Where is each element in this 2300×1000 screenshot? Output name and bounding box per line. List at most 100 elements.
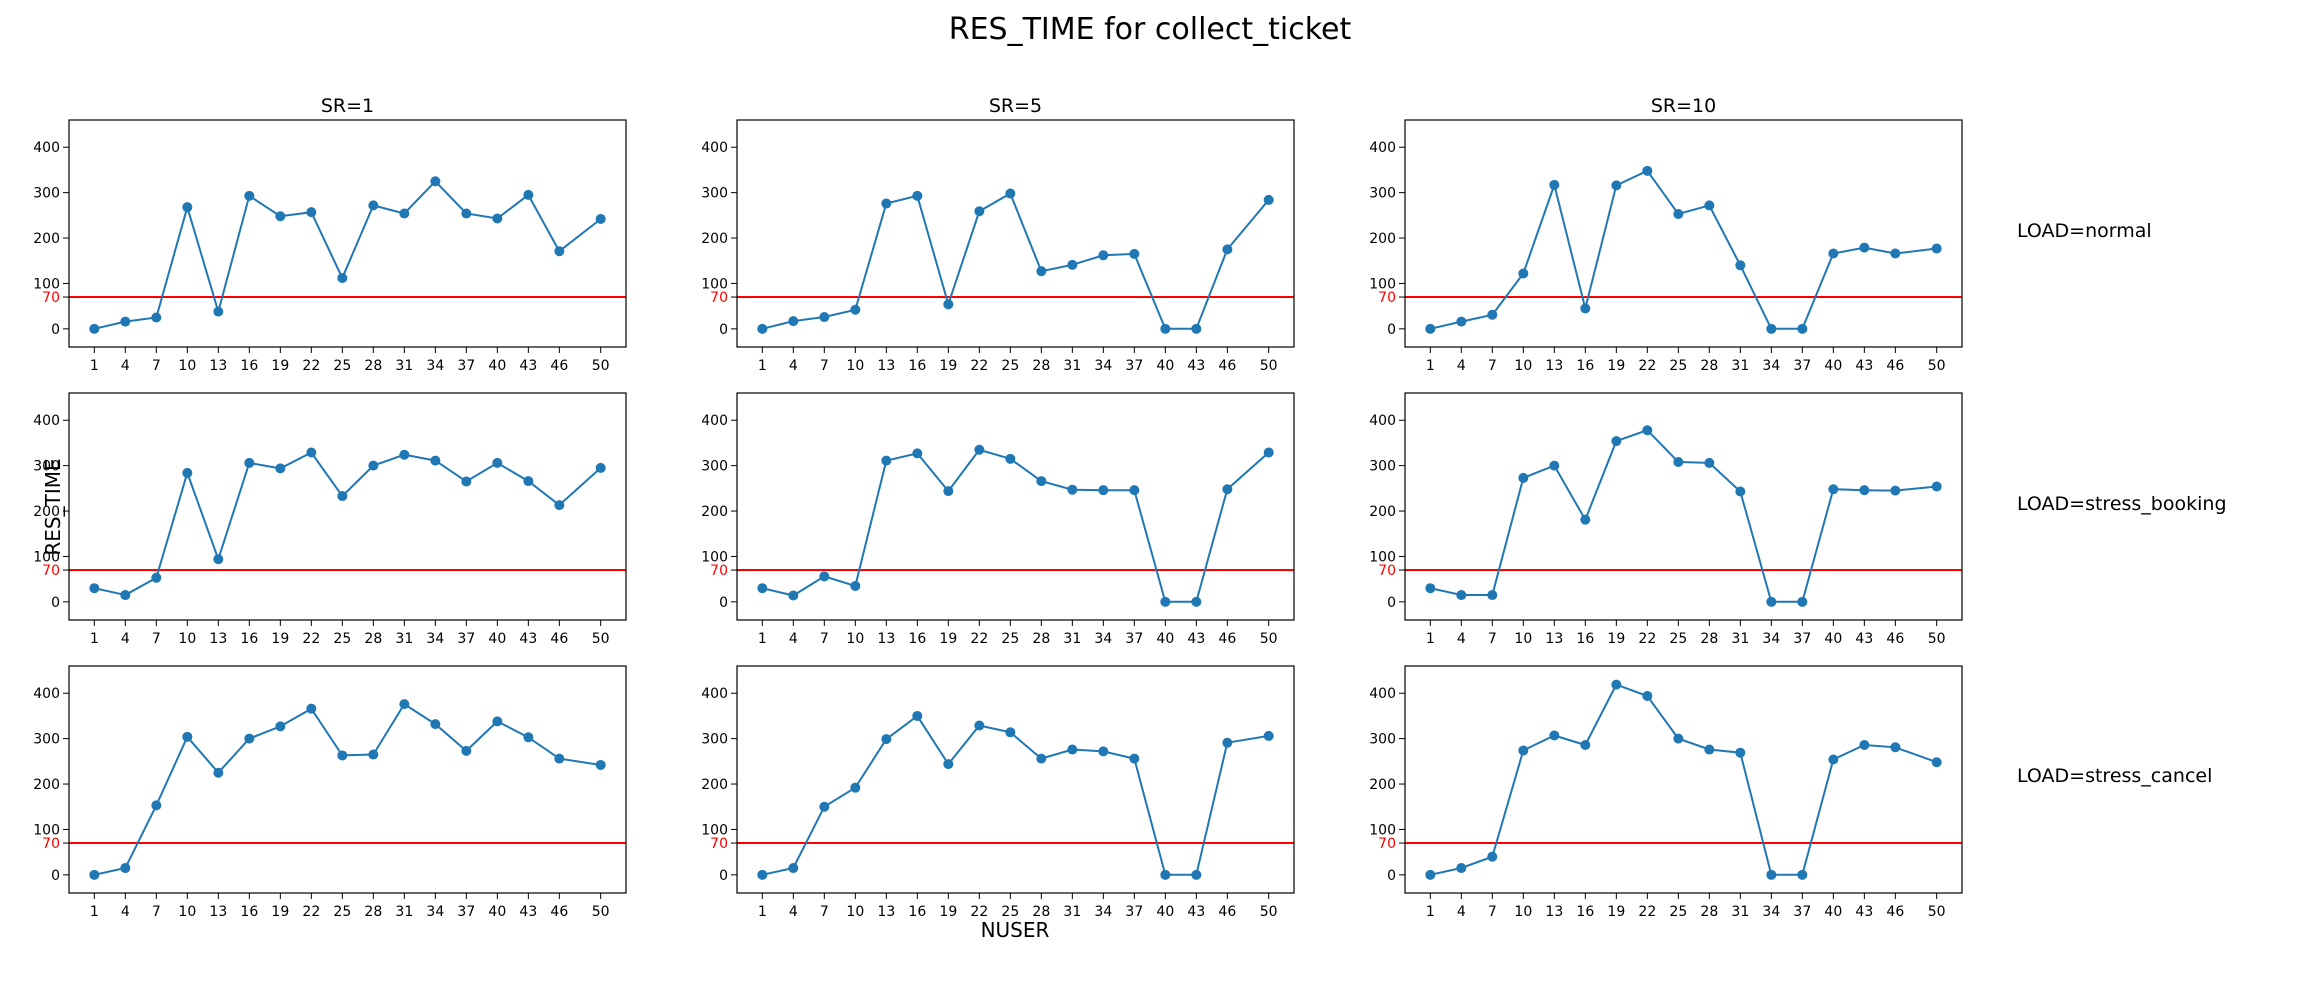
- x-tick-label: 46: [1886, 631, 1904, 647]
- x-tick-label: 50: [592, 358, 610, 374]
- data-point: [1222, 737, 1233, 748]
- y-tick-label: 0: [719, 322, 728, 338]
- data-point: [1642, 425, 1653, 436]
- data-point: [1222, 244, 1233, 255]
- row-label-stress-booking: LOAD=stress_booking: [2017, 493, 2227, 515]
- data-point: [1129, 753, 1140, 764]
- y-tick-label: 0: [51, 322, 60, 338]
- x-tick-label: 13: [877, 358, 895, 374]
- x-tick-label: 19: [1607, 904, 1625, 920]
- data-point: [1766, 596, 1777, 607]
- x-tick-label: 13: [877, 631, 895, 647]
- x-tick-label: 31: [1063, 904, 1081, 920]
- data-point: [275, 211, 286, 222]
- x-tick-label: 4: [789, 631, 798, 647]
- threshold-label: 70: [1378, 836, 1396, 852]
- data-point: [1067, 484, 1078, 495]
- data-point: [1859, 485, 1870, 496]
- x-tick-label: 46: [1886, 904, 1904, 920]
- series-line: [762, 448, 1270, 603]
- x-tick-label: 19: [939, 631, 957, 647]
- data-point: [1642, 165, 1653, 176]
- x-tick-label: 4: [121, 904, 130, 920]
- x-tick-label: 25: [1669, 358, 1687, 374]
- threshold-label: 70: [710, 290, 728, 306]
- x-tick-label: 4: [1457, 358, 1466, 374]
- x-tick-label: 7: [820, 904, 829, 920]
- x-tick-label: 1: [1426, 631, 1435, 647]
- panel-2-2: 0 100 200 300 400 70 1 4 7 10 13 16 19 22 25 28 31 34 37 40…: [701, 392, 1295, 647]
- data-point: [120, 316, 131, 327]
- data-point: [912, 448, 923, 459]
- figure-title: RES_TIME for collect_ticket: [948, 12, 1352, 47]
- x-tick-label: 22: [1638, 904, 1656, 920]
- x-tick-label: 16: [1576, 358, 1594, 374]
- x-tick-label: 43: [1187, 631, 1205, 647]
- x-tick-label: 1: [758, 631, 767, 647]
- y-tick-label: 300: [33, 732, 60, 748]
- x-tick-label: 43: [1855, 631, 1873, 647]
- x-tick-label: 10: [1514, 904, 1532, 920]
- x-tick-label: 7: [152, 631, 161, 647]
- x-tick-label: 43: [1187, 358, 1205, 374]
- data-point: [1487, 851, 1498, 862]
- data-point: [1890, 485, 1901, 496]
- x-tick-label: 31: [1731, 358, 1749, 374]
- x-tick-label: 19: [271, 358, 289, 374]
- data-point: [974, 444, 985, 455]
- x-tick-label: 34: [1762, 904, 1780, 920]
- y-tick-label: 400: [701, 686, 728, 702]
- data-point: [1005, 188, 1016, 199]
- data-point: [337, 272, 348, 283]
- y-tick-label: 200: [33, 231, 60, 247]
- threshold-label: 70: [42, 290, 60, 306]
- panel-2-1: 0 100 200 300 400 70 1 4 7 10 13 16 19 22 25 28 31 34 37 40…: [33, 392, 627, 647]
- data-point: [306, 207, 317, 218]
- data-point: [1191, 869, 1202, 880]
- threshold-label: 70: [1378, 290, 1396, 306]
- data-point: [1580, 514, 1591, 525]
- threshold-label: 70: [710, 563, 728, 579]
- x-tick-label: 4: [121, 358, 130, 374]
- x-tick-label: 22: [1638, 631, 1656, 647]
- y-tick-label: 100: [701, 549, 728, 565]
- x-tick-label: 37: [1125, 904, 1143, 920]
- x-tick-label: 10: [1514, 631, 1532, 647]
- row-label-normal: LOAD=normal: [2017, 220, 2152, 242]
- data-point: [1766, 869, 1777, 880]
- y-tick-label: 400: [33, 140, 60, 156]
- data-point: [120, 590, 131, 601]
- x-tick-label: 40: [488, 904, 506, 920]
- x-tick-label: 7: [1488, 358, 1497, 374]
- y-tick-label: 200: [1369, 231, 1396, 247]
- data-point: [1425, 323, 1436, 334]
- data-point: [1425, 583, 1436, 594]
- data-point: [1456, 316, 1467, 327]
- data-point: [523, 476, 534, 487]
- x-tick-label: 4: [1457, 904, 1466, 920]
- x-tick-label: 40: [1824, 631, 1842, 647]
- data-point: [974, 206, 985, 217]
- y-tick-label: 100: [33, 549, 60, 565]
- data-point: [244, 457, 255, 468]
- data-point: [368, 460, 379, 471]
- y-tick-label: 100: [33, 822, 60, 838]
- series-line: [94, 451, 602, 597]
- x-tick-label: 37: [1125, 631, 1143, 647]
- data-point: [1931, 481, 1942, 492]
- data-point: [337, 750, 348, 761]
- x-tick-label: 1: [1426, 358, 1435, 374]
- data-point: [1828, 248, 1839, 259]
- x-tick-label: 1: [90, 358, 99, 374]
- x-tick-label: 31: [1063, 358, 1081, 374]
- data-point: [819, 801, 830, 812]
- y-tick-label: 400: [1369, 686, 1396, 702]
- data-point: [275, 721, 286, 732]
- x-tick-label: 46: [550, 904, 568, 920]
- y-tick-label: 100: [701, 276, 728, 292]
- y-tick-label: 200: [701, 504, 728, 520]
- data-point: [1611, 436, 1622, 447]
- x-tick-label: 46: [550, 358, 568, 374]
- data-point: [1797, 869, 1808, 880]
